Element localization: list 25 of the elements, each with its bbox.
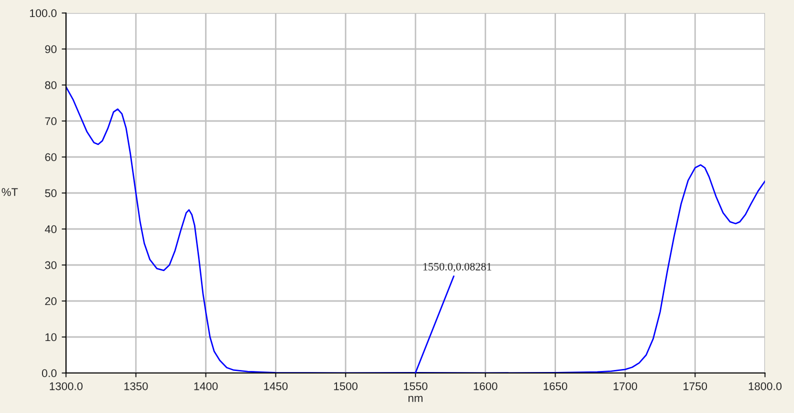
x-tick-label: 1750	[684, 382, 708, 390]
x-tick-label: 1300.0	[50, 382, 83, 390]
y-tick-label: 30	[45, 261, 57, 270]
x-tick-label: 1400	[194, 382, 218, 390]
x-tick-label: 1800.0	[748, 382, 782, 390]
y-tick-label: 100.0	[30, 9, 57, 18]
x-tick-label: 1650	[544, 382, 568, 390]
y-tick-label: 40	[44, 225, 57, 234]
annotation: 1550.0,0.08281	[423, 262, 492, 272]
x-tick-label: 1550	[404, 382, 428, 390]
x-tick-label: 1500	[334, 382, 358, 390]
y-tick-label: 10	[45, 333, 57, 342]
y-tick-label: 90	[45, 45, 57, 54]
y-tick-label: 80	[45, 81, 57, 90]
y-tick-label: 50	[45, 189, 57, 198]
y-tick-label: 0.0	[42, 369, 57, 378]
x-tick-label: 1350	[124, 382, 148, 390]
x-axis-title: nm	[408, 396, 422, 402]
y-axis-title: %T	[2, 188, 18, 196]
x-tick-label: 1600	[474, 382, 498, 390]
y-tick-label: 60	[45, 153, 57, 162]
y-tick-label: 20	[45, 297, 57, 306]
x-tick-label: 1700	[614, 382, 638, 390]
y-tick-label: 70	[45, 117, 57, 126]
x-tick-label: 1450	[264, 382, 288, 390]
